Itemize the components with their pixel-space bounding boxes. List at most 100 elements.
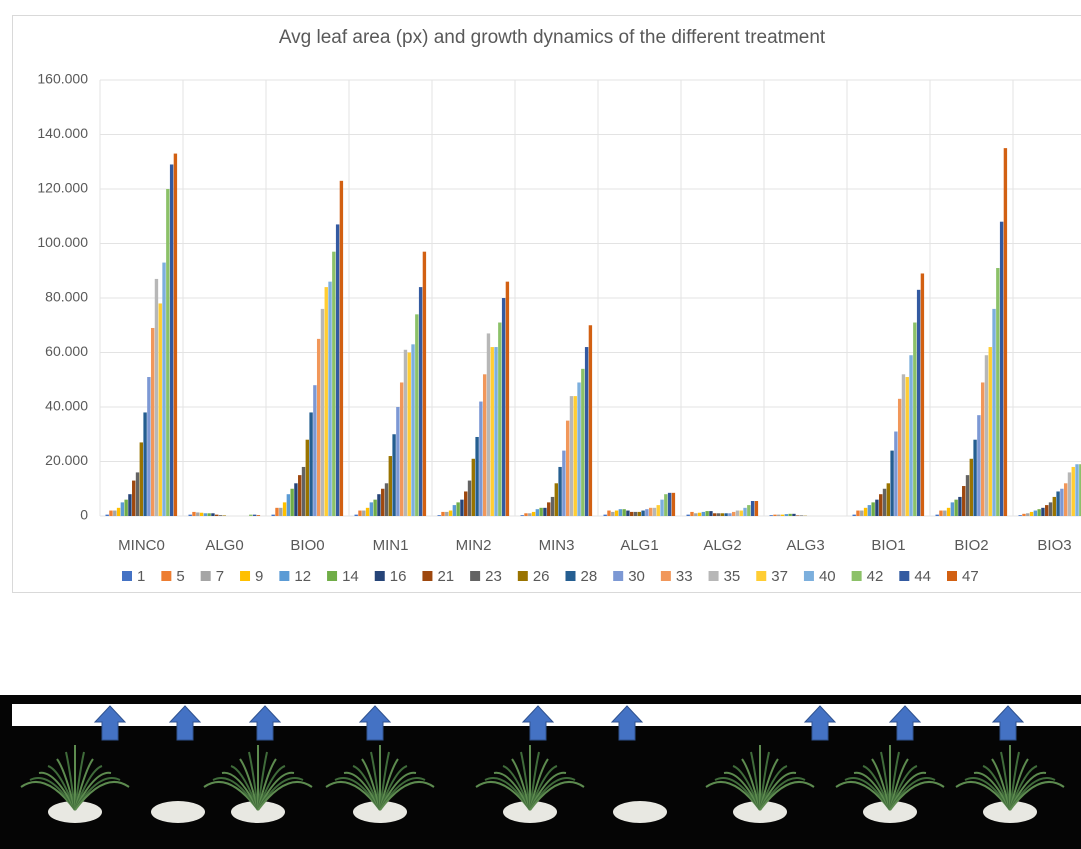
legend-swatch: [200, 571, 211, 581]
leaf: [74, 781, 130, 811]
bar: [1037, 509, 1041, 516]
bar: [622, 509, 626, 516]
bar: [886, 483, 890, 516]
bar: [437, 515, 441, 516]
bar: [147, 377, 151, 516]
bar: [388, 456, 392, 516]
bar: [999, 221, 1004, 516]
bar: [1052, 496, 1056, 516]
bar: [252, 514, 257, 516]
bar: [709, 511, 713, 516]
legend-swatch: [565, 571, 576, 581]
bar: [1045, 505, 1049, 516]
legend-item: 1: [122, 568, 145, 585]
bar: [279, 507, 283, 516]
bar: [935, 514, 939, 516]
legend-label: 26: [533, 568, 550, 585]
bar: [637, 511, 641, 516]
bar: [799, 515, 804, 516]
bar: [954, 499, 958, 516]
bar: [1071, 466, 1075, 516]
bar: [456, 502, 460, 516]
bar: [633, 511, 638, 516]
pot: [503, 801, 557, 823]
legend-label: 37: [771, 568, 788, 585]
bar: [339, 180, 344, 516]
bar: [747, 505, 751, 516]
y-tick-label: 0: [80, 507, 88, 523]
legend-label: 9: [255, 568, 263, 585]
bar: [116, 507, 121, 516]
bar: [796, 515, 800, 516]
y-tick-label: 40.000: [45, 398, 88, 414]
legend-item: 9: [240, 568, 263, 585]
bar: [494, 347, 498, 516]
x-tick-label: BIO0: [290, 537, 324, 554]
bar: [547, 502, 551, 516]
bar: [524, 513, 528, 516]
pot: [613, 801, 667, 823]
bar: [992, 308, 996, 516]
legend-label: 40: [819, 568, 836, 585]
bar: [788, 513, 792, 516]
bar: [671, 492, 676, 516]
bar: [905, 377, 909, 516]
legend-swatch: [374, 571, 385, 581]
bar: [784, 514, 789, 516]
pot: [231, 801, 285, 823]
bar: [667, 492, 672, 516]
bar: [750, 501, 755, 516]
legend-label: 28: [581, 568, 598, 585]
bar: [286, 494, 291, 516]
bar: [973, 439, 977, 516]
bar: [166, 189, 170, 516]
bar: [505, 281, 510, 516]
bar: [686, 514, 690, 516]
bar: [958, 496, 962, 516]
bar: [875, 499, 879, 516]
bar: [275, 507, 279, 516]
bar: [452, 505, 457, 516]
bar: [962, 486, 966, 516]
bar: [996, 268, 1000, 516]
leaf: [529, 781, 585, 811]
bar: [984, 355, 989, 516]
bar: [867, 505, 872, 516]
bar: [373, 499, 377, 516]
bar: [890, 450, 894, 516]
bar: [188, 514, 192, 516]
bar: [192, 511, 196, 516]
bar: [471, 458, 475, 516]
leaf: [379, 781, 435, 811]
bar: [298, 475, 302, 516]
x-tick-label: ALG3: [786, 537, 824, 554]
bar: [618, 509, 623, 516]
bar: [301, 466, 306, 516]
plot: 0 20.000 40.000 60.000 80.000 100.000 120.000 1…: [37, 71, 1081, 585]
bar: [894, 431, 898, 516]
bar: [562, 450, 566, 516]
leaf: [1009, 781, 1065, 811]
bar: [328, 281, 332, 516]
bar: [309, 412, 313, 516]
legend-swatch: [327, 571, 338, 581]
bar: [535, 509, 540, 516]
bar: [1060, 488, 1064, 516]
bar: [479, 401, 483, 516]
legend-item: 26: [517, 568, 550, 585]
legend-swatch: [660, 571, 671, 581]
bar: [980, 382, 985, 516]
legend-swatch: [851, 571, 862, 581]
bar: [203, 513, 208, 516]
legend-item: 37: [756, 568, 788, 585]
bar: [916, 289, 921, 516]
legend-label: 35: [724, 568, 741, 585]
bar: [1079, 464, 1081, 516]
bar: [713, 513, 717, 516]
legend-item: 5: [161, 568, 185, 585]
bar: [879, 494, 883, 516]
bar: [249, 514, 253, 516]
legend-label: 44: [914, 568, 931, 585]
legend-item: 35: [708, 568, 741, 585]
